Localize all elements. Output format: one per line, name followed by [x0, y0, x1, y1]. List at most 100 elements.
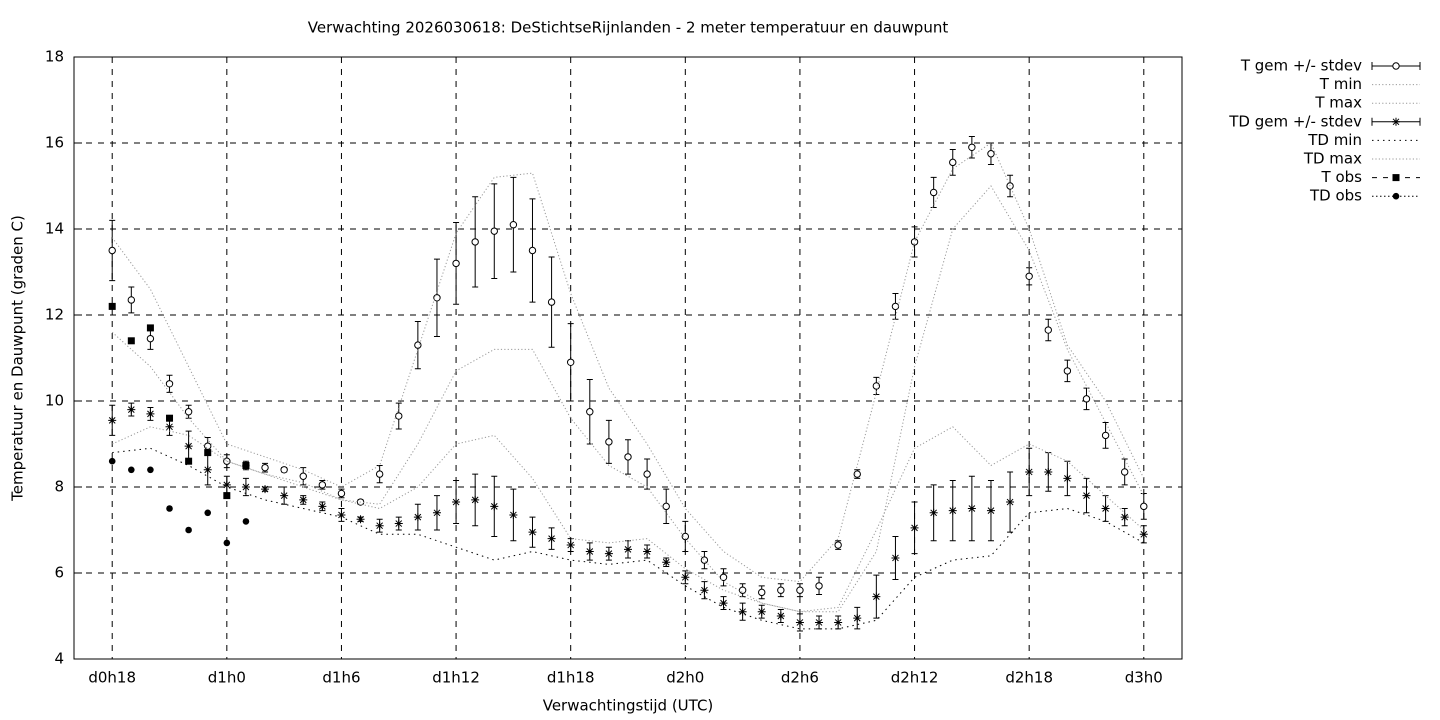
marker	[872, 592, 881, 601]
y-tick-label: 10	[45, 392, 64, 410]
marker	[605, 438, 613, 446]
marker	[166, 505, 173, 512]
marker	[872, 382, 881, 390]
chart-title: Verwachting 2026030618: DeStichtseRijnla…	[308, 19, 949, 37]
marker	[624, 453, 632, 461]
marker	[834, 618, 843, 627]
marker	[815, 618, 824, 627]
marker	[1063, 474, 1072, 483]
marker	[452, 498, 461, 507]
marker	[1101, 431, 1110, 440]
marker	[146, 334, 155, 343]
marker	[566, 358, 575, 366]
x-tick-label: d2h12	[891, 669, 939, 687]
x-tick-label: d1h0	[208, 669, 246, 687]
marker	[509, 221, 518, 229]
y-axis-label: Temperatuur en Dauwpunt (graden C)	[9, 215, 27, 502]
marker	[471, 495, 480, 504]
marker	[242, 518, 250, 525]
marker	[223, 539, 231, 547]
marker	[547, 298, 556, 306]
marker	[662, 558, 671, 567]
marker	[414, 341, 422, 349]
marker	[1139, 530, 1148, 539]
x-tick-label: d1h18	[547, 669, 595, 687]
marker	[528, 246, 537, 255]
marker	[834, 541, 842, 549]
marker	[280, 491, 289, 500]
marker	[719, 573, 728, 581]
marker	[490, 502, 499, 511]
x-tick-label: d2h0	[666, 669, 704, 687]
marker	[929, 188, 938, 197]
legend-label: TD gem +/- stdev	[1228, 112, 1362, 130]
marker	[1082, 395, 1091, 403]
marker	[757, 607, 766, 616]
marker	[146, 409, 155, 418]
marker	[337, 510, 346, 519]
marker	[318, 481, 327, 489]
marker	[662, 502, 670, 511]
x-tick-label: d2h18	[1005, 669, 1053, 687]
marker	[318, 502, 327, 511]
marker	[1025, 272, 1033, 280]
marker	[108, 416, 117, 425]
plot-frame	[73, 56, 1183, 660]
marker	[509, 510, 518, 519]
marker	[795, 618, 804, 627]
marker	[681, 573, 690, 582]
marker	[1063, 367, 1072, 375]
legend-label: T obs	[1321, 168, 1363, 186]
y-tick-label: 12	[45, 306, 64, 324]
marker	[108, 246, 116, 255]
marker	[929, 508, 938, 517]
series-line	[112, 426, 1145, 613]
marker	[528, 528, 537, 537]
marker	[681, 532, 690, 541]
x-axis-label: Verwachtingstijd (UTC)	[543, 697, 714, 715]
x-tick-label: d1h12	[432, 669, 480, 687]
marker	[910, 523, 919, 532]
marker	[184, 442, 193, 451]
marker	[490, 227, 498, 235]
marker	[166, 414, 174, 422]
y-tick-label: 6	[54, 564, 64, 582]
legend-label: TD max	[1303, 150, 1362, 168]
legend-label: TD min	[1307, 131, 1362, 149]
x-tick-label: d3h0	[1125, 669, 1163, 687]
y-tick-label: 14	[45, 220, 64, 238]
marker	[719, 599, 728, 608]
marker	[948, 506, 957, 515]
marker	[604, 549, 613, 558]
marker	[127, 296, 136, 304]
marker	[223, 457, 231, 465]
marker	[127, 337, 135, 345]
marker	[241, 483, 250, 491]
marker	[643, 547, 652, 556]
marker	[987, 150, 995, 158]
legend-label: T min	[1319, 75, 1362, 93]
marker	[758, 588, 766, 597]
y-tick-label: 8	[54, 478, 64, 496]
marker	[700, 586, 709, 595]
marker	[700, 556, 709, 564]
marker	[147, 466, 154, 474]
marker	[433, 294, 441, 302]
marker	[796, 586, 804, 594]
marker	[910, 238, 919, 246]
marker	[1120, 468, 1129, 476]
marker	[547, 534, 556, 543]
x-tick-label: d1h6	[322, 669, 360, 687]
x-tick-label: d2h6	[781, 669, 819, 687]
marker	[853, 614, 862, 623]
marker	[222, 480, 231, 489]
marker	[108, 457, 116, 465]
marker	[967, 504, 976, 513]
marker	[223, 492, 231, 500]
legend-label: T max	[1314, 94, 1362, 112]
legend-label: TD obs	[1309, 187, 1362, 205]
marker	[624, 545, 632, 554]
y-tick-label: 16	[45, 134, 64, 152]
y-tick-label: 18	[45, 48, 64, 66]
